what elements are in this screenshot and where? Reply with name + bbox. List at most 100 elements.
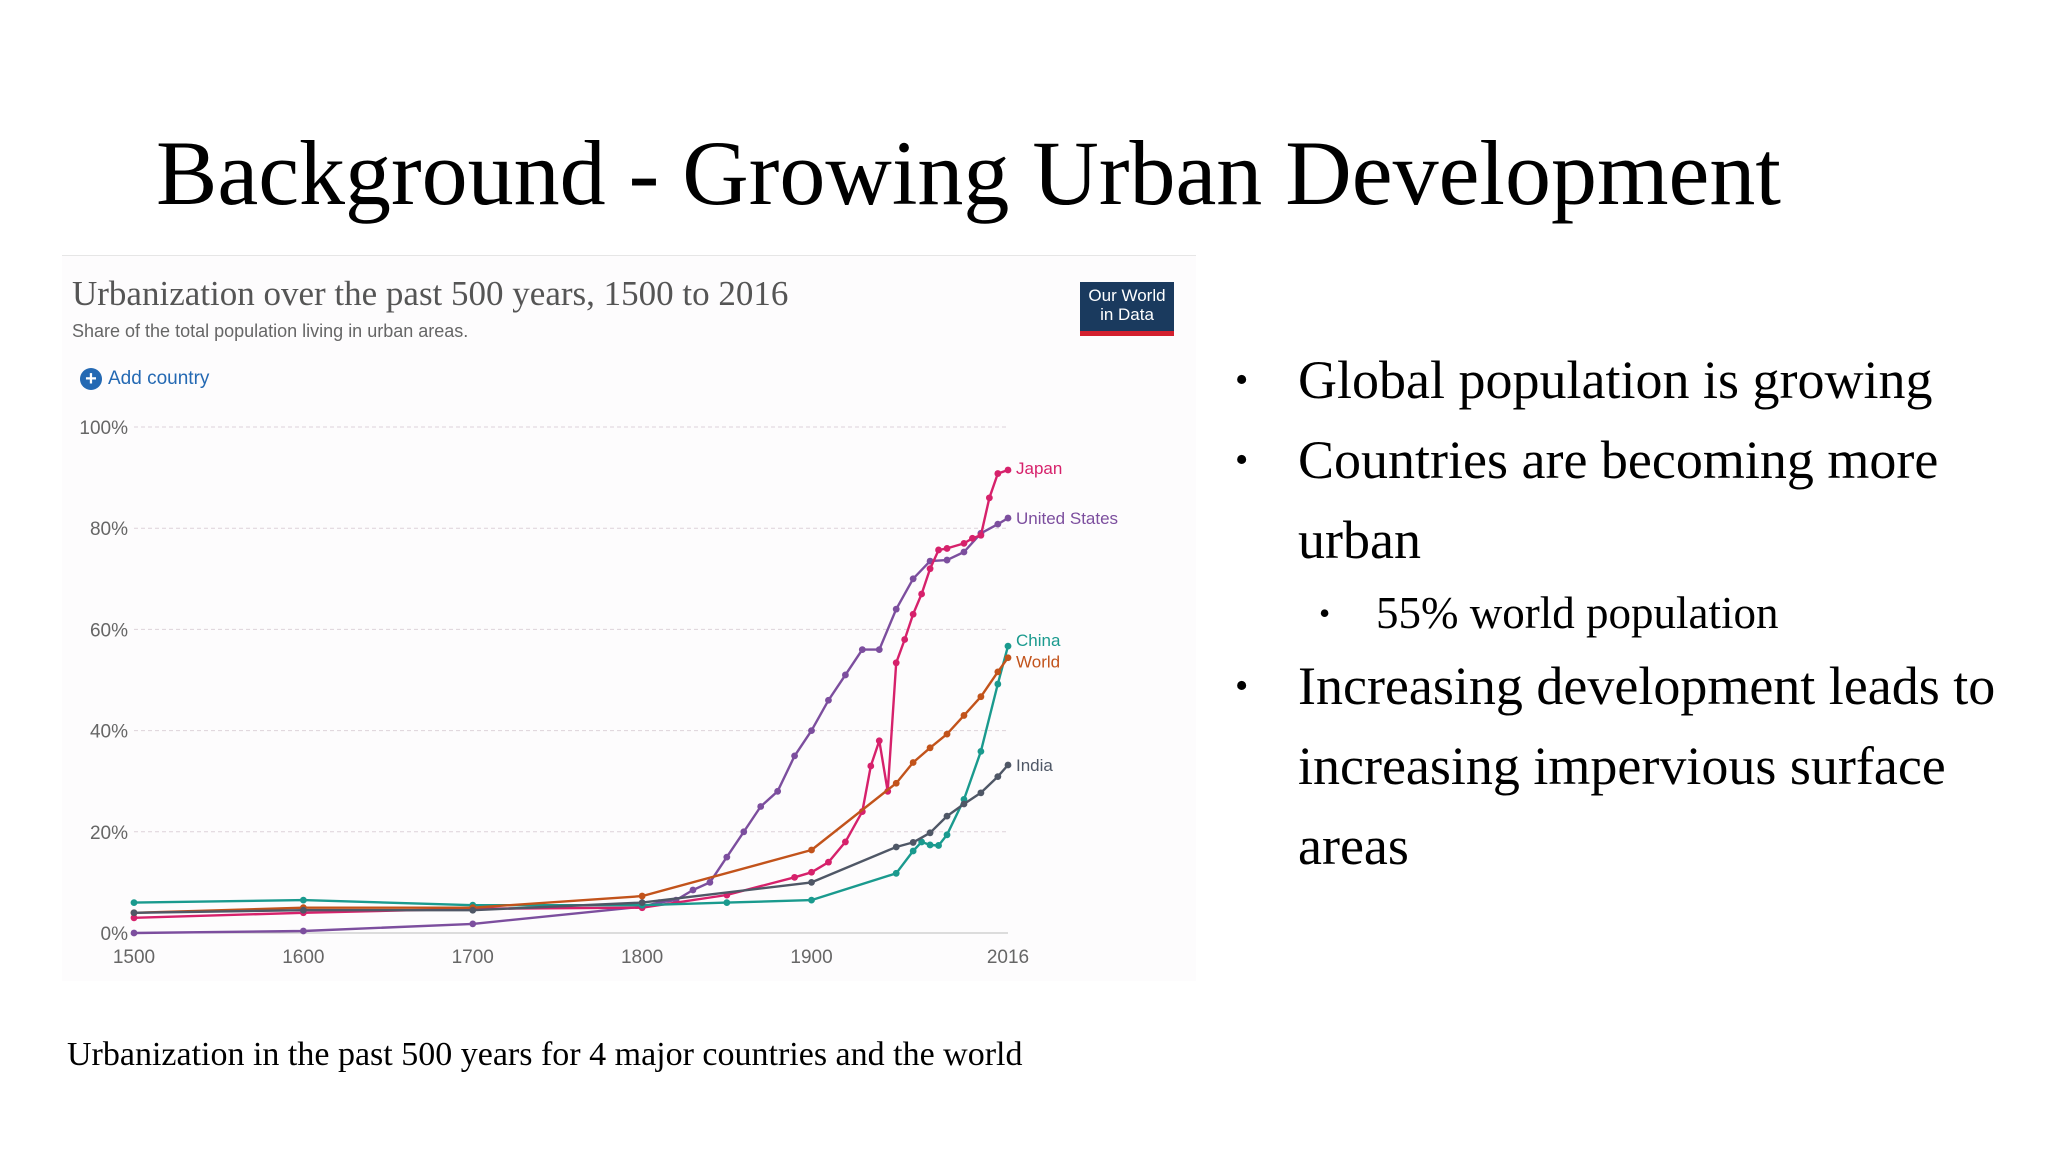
data-point xyxy=(918,838,926,846)
urbanization-line-chart: 0% 20% 40% 60% 80% 100% 1500 1600 1700 1800 1900 20… xyxy=(79,418,1118,968)
bullet-item: Increasing development leads to increasi… xyxy=(1215,646,2035,886)
data-point xyxy=(723,853,731,861)
data-point xyxy=(299,906,307,914)
data-point xyxy=(299,896,307,904)
data-point xyxy=(943,831,951,839)
series-label: Japan xyxy=(1016,459,1062,478)
y-tick-label: 100% xyxy=(79,418,128,439)
chart-title: Urbanization over the past 500 years, 15… xyxy=(72,274,789,313)
data-point xyxy=(892,869,900,877)
data-point xyxy=(935,546,942,554)
data-point xyxy=(977,747,985,755)
data-point xyxy=(943,556,951,564)
logo-line-2: in Data xyxy=(1100,305,1154,324)
data-point xyxy=(130,929,138,937)
add-country-label: Add country xyxy=(108,368,210,389)
data-point xyxy=(875,646,883,654)
series-line-world xyxy=(133,656,1009,914)
series-label: United States xyxy=(1016,509,1118,528)
data-point xyxy=(943,730,951,738)
series-label: China xyxy=(1016,631,1061,650)
data-point xyxy=(723,899,731,907)
data-point xyxy=(926,744,934,752)
data-point xyxy=(841,671,849,679)
data-point xyxy=(892,605,900,613)
y-tick-label: 60% xyxy=(90,620,128,641)
data-point xyxy=(935,842,942,849)
data-point xyxy=(960,712,968,719)
data-point xyxy=(994,773,1002,781)
data-point xyxy=(638,899,646,907)
data-point xyxy=(943,812,951,820)
data-point xyxy=(825,858,832,866)
data-point xyxy=(977,693,985,701)
data-point xyxy=(994,680,1002,688)
series-line-united-states xyxy=(133,517,1009,935)
data-point xyxy=(969,534,976,542)
data-point xyxy=(808,727,815,734)
data-point xyxy=(926,841,934,849)
y-tick-label: 40% xyxy=(90,722,128,743)
data-point xyxy=(943,545,951,552)
data-point xyxy=(130,909,138,917)
data-point xyxy=(858,646,866,654)
data-point xyxy=(1004,466,1012,474)
data-point xyxy=(892,843,900,851)
data-point xyxy=(706,879,714,886)
data-point xyxy=(909,610,917,618)
y-tick-label: 20% xyxy=(90,823,128,844)
logo-line-1: Our World xyxy=(1088,286,1166,305)
bullet-item: Global population is growing xyxy=(1215,340,2035,420)
x-tick-label: 1700 xyxy=(452,947,494,968)
data-point xyxy=(1004,514,1012,522)
data-point xyxy=(1004,654,1012,662)
data-point xyxy=(926,829,934,837)
data-point xyxy=(977,789,985,797)
data-point xyxy=(867,762,875,770)
data-point xyxy=(960,800,968,808)
data-point xyxy=(638,892,646,900)
y-tick-label: 0% xyxy=(101,924,129,945)
data-point xyxy=(901,636,909,643)
data-point xyxy=(892,779,900,787)
slide-title: Background - Growing Urban Development xyxy=(156,122,1781,224)
owid-logo[interactable]: Our World in Data xyxy=(1080,282,1174,336)
figure-caption: Urbanization in the past 500 years for 4… xyxy=(67,1036,1023,1073)
data-point xyxy=(909,759,917,766)
data-point xyxy=(994,470,1002,477)
series-line-india xyxy=(133,764,1009,914)
series-line-japan xyxy=(133,468,1009,919)
data-point xyxy=(909,839,917,846)
series-label: India xyxy=(1016,756,1053,775)
series-label: World xyxy=(1016,653,1060,672)
data-point xyxy=(808,868,815,876)
x-tick-label: 1600 xyxy=(282,947,324,968)
data-point xyxy=(977,531,985,539)
x-tick-label: 1800 xyxy=(621,947,663,968)
data-point xyxy=(985,494,993,502)
data-point xyxy=(774,787,782,795)
data-point xyxy=(808,879,815,886)
add-country-button[interactable]: + Add country xyxy=(80,368,209,390)
chart-subtitle: Share of the total population living in … xyxy=(72,321,469,341)
bullet-item: Countries are becoming more urban xyxy=(1215,420,2035,580)
plus-circle-icon: + xyxy=(80,368,102,390)
data-point xyxy=(960,539,968,547)
data-point xyxy=(299,927,307,935)
chart-panel: Urbanization over the past 500 years, 15… xyxy=(62,255,1196,981)
data-point xyxy=(757,803,765,810)
data-point xyxy=(469,920,477,928)
data-point xyxy=(791,752,798,760)
data-point xyxy=(918,590,926,598)
data-point xyxy=(1004,642,1012,650)
sub-bullet-item: 55% world population xyxy=(1215,580,2035,646)
data-point xyxy=(994,520,1002,528)
data-point xyxy=(689,886,697,894)
x-tick-label: 1500 xyxy=(113,947,155,968)
series-line-china xyxy=(133,645,1010,907)
data-point xyxy=(808,846,815,854)
bullet-list: Global population is growing Countries a… xyxy=(1215,340,2035,886)
data-point xyxy=(926,565,934,573)
data-point xyxy=(130,914,138,922)
data-point xyxy=(740,828,748,836)
